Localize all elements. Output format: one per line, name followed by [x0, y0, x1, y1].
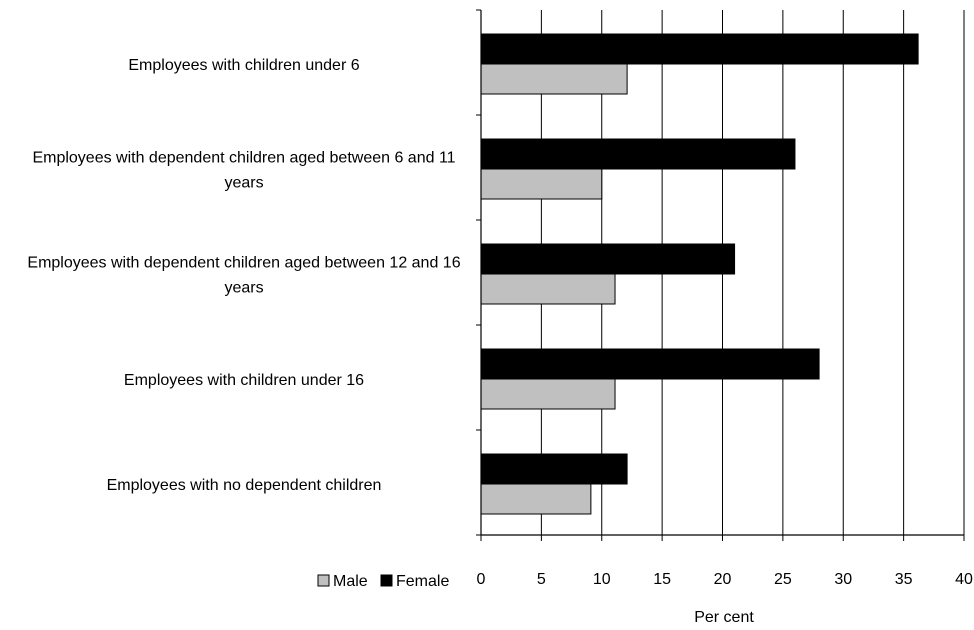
bar-female: [480, 138, 796, 170]
bar-female: [480, 33, 919, 65]
x-tick-label: 35: [895, 571, 913, 588]
x-tick-label: 30: [834, 571, 852, 588]
category-label: Employees with no dependent children: [107, 477, 382, 494]
x-tick-label: 40: [955, 571, 973, 588]
x-tick-label: 0: [477, 571, 486, 588]
legend-label-female: Female: [396, 573, 449, 590]
legend: Male Female: [317, 573, 449, 590]
legend-swatch-female: [380, 574, 393, 587]
bar-male: [480, 63, 628, 95]
bar-female: [480, 348, 820, 380]
legend-swatch-male: [317, 574, 330, 587]
x-tick-labels: 0 5 10 15 20 25 30 35 40: [477, 571, 973, 588]
bar-male: [480, 273, 616, 305]
category-label: Employees with dependent children aged b…: [32, 150, 455, 192]
legend-label-male: Male: [333, 573, 368, 590]
x-tick-label: 25: [774, 571, 792, 588]
bar-male: [480, 483, 592, 515]
bars: [480, 33, 919, 515]
x-tick-label: 15: [653, 571, 671, 588]
category-labels: Employees with children under 6 Employees…: [27, 57, 460, 494]
x-tick-label: 10: [593, 571, 611, 588]
category-label: Employees with children under 16: [124, 372, 364, 389]
bar-male: [480, 168, 603, 200]
category-label: Employees with children under 6: [128, 57, 359, 74]
x-tick-label: 20: [714, 571, 732, 588]
x-axis-title: Per cent: [694, 609, 754, 626]
bar-male: [480, 378, 616, 410]
bar-female: [480, 243, 736, 275]
bar-female: [480, 453, 628, 485]
axes: [476, 9, 965, 541]
x-tick-label: 5: [537, 571, 546, 588]
category-label: Employees with dependent children aged b…: [27, 255, 460, 297]
